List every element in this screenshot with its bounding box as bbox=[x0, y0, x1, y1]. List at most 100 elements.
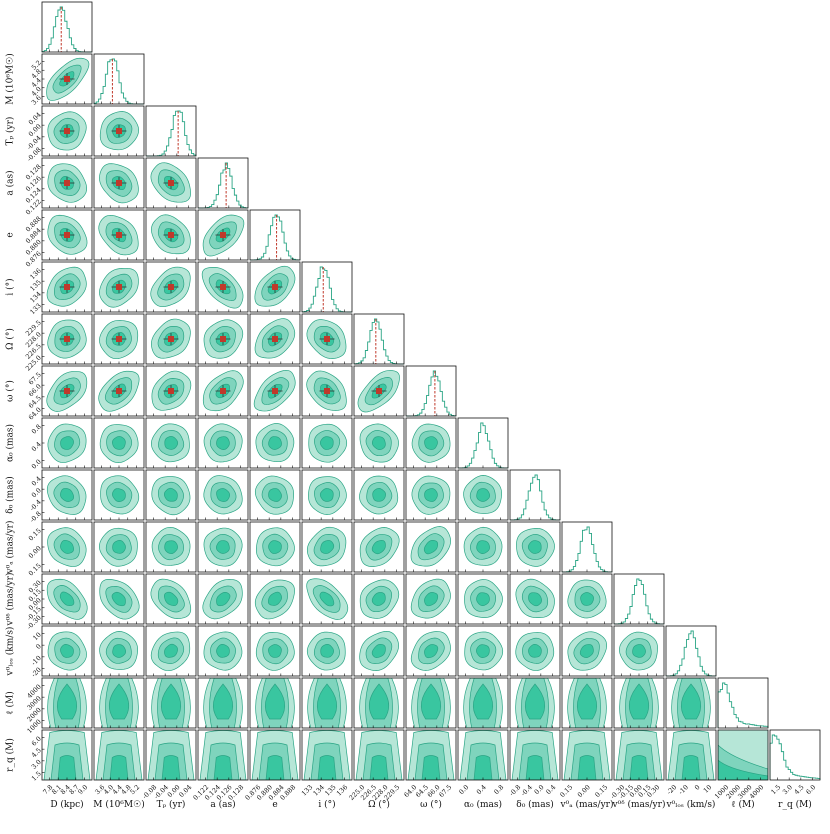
tick-marks bbox=[101, 205, 137, 208]
hist-line-omega bbox=[406, 370, 457, 417]
contour-3 bbox=[57, 755, 77, 780]
tick-marks bbox=[361, 517, 397, 520]
y-axis-label-va0: v⁰ₐ (mas/yr) bbox=[5, 521, 16, 575]
panel-frame bbox=[717, 729, 769, 781]
tick-marks bbox=[205, 361, 241, 364]
y-tick-label-vlos0-0: -20 bbox=[30, 666, 43, 679]
truth-marker bbox=[324, 388, 330, 394]
contour-3 bbox=[476, 488, 491, 502]
contour-3 bbox=[576, 683, 598, 720]
truth-marker bbox=[168, 336, 174, 342]
hist-Omega bbox=[353, 313, 405, 365]
tick-marks bbox=[777, 777, 813, 780]
hist-ell bbox=[717, 677, 769, 729]
panel-frame bbox=[197, 469, 249, 521]
tick-marks bbox=[153, 517, 189, 520]
panel-frame bbox=[509, 521, 561, 573]
panel-frame bbox=[197, 573, 249, 625]
tick-marks bbox=[361, 621, 397, 624]
contour-3 bbox=[112, 644, 127, 658]
x-tick-label-rq-3: 6.0 bbox=[804, 783, 817, 796]
tick-marks bbox=[725, 777, 761, 780]
panel-frame bbox=[353, 573, 405, 625]
tick-marks bbox=[205, 725, 241, 728]
panel-vd0-omega bbox=[405, 573, 457, 625]
y-axis-label-alpha0: α₀ (mas) bbox=[5, 424, 16, 462]
x-tick-label-vlos0-1: -10 bbox=[677, 783, 690, 796]
contour-3 bbox=[320, 644, 334, 658]
y-axis-label-i: i (°) bbox=[5, 278, 16, 295]
hist-i bbox=[301, 261, 353, 313]
contour-3 bbox=[164, 591, 179, 606]
tick-marks bbox=[42, 633, 85, 676]
panel-frame bbox=[145, 157, 197, 209]
truth-marker bbox=[168, 232, 174, 238]
panel-rq-alpha0 bbox=[457, 729, 509, 781]
y-tick-label-omega-0: 64.0 bbox=[27, 406, 43, 422]
hist-line-vlos0 bbox=[665, 630, 717, 677]
tick-marks bbox=[361, 361, 397, 364]
truth-marker bbox=[116, 284, 122, 290]
truth-marker bbox=[64, 128, 70, 134]
tick-marks bbox=[257, 725, 293, 728]
y-axis-label-rq: r_q (M) bbox=[5, 738, 16, 772]
tick-marks bbox=[257, 517, 293, 520]
tick-marks bbox=[42, 425, 85, 468]
tick-marks bbox=[257, 465, 293, 468]
panel-ell-vlos0 bbox=[665, 677, 717, 729]
tick-marks bbox=[361, 777, 397, 780]
tick-marks bbox=[413, 673, 449, 676]
panel-delta0-D bbox=[41, 469, 93, 521]
panel-frame bbox=[249, 209, 301, 261]
contour-3 bbox=[316, 683, 338, 720]
panel-frame bbox=[353, 677, 405, 729]
panel-delta0-i bbox=[301, 469, 353, 521]
truth-marker bbox=[64, 180, 70, 186]
panel-frame bbox=[145, 521, 197, 573]
tick-marks bbox=[153, 257, 189, 260]
contour-3 bbox=[472, 683, 494, 720]
panel-ell-M bbox=[93, 677, 145, 729]
truth-marker bbox=[116, 128, 122, 134]
panel-vd0-va0 bbox=[561, 573, 613, 625]
panel-frame bbox=[197, 729, 249, 781]
panel-vd0-Omega bbox=[353, 573, 405, 625]
contour-3 bbox=[579, 644, 594, 658]
contour-3 bbox=[319, 591, 335, 607]
x-tick-label-vlos0-3: 10 bbox=[702, 783, 714, 795]
tick-marks bbox=[153, 153, 189, 156]
panel-frame bbox=[353, 729, 405, 781]
panel-rq-Omega bbox=[353, 729, 405, 781]
tick-marks bbox=[309, 309, 345, 312]
tick-marks bbox=[257, 621, 293, 624]
x-axis-label-rq: r_q (M) bbox=[778, 799, 812, 810]
x-tick-label-alpha0-1: 0.4 bbox=[475, 783, 488, 796]
tick-marks bbox=[621, 725, 657, 728]
panel-frame bbox=[301, 729, 353, 781]
panel-omega-Tp bbox=[145, 365, 197, 417]
y-axis-label-a: a (as) bbox=[5, 170, 16, 195]
contour-3 bbox=[317, 755, 337, 780]
tick-marks bbox=[101, 101, 137, 104]
truth-marker bbox=[64, 284, 70, 290]
truth-marker bbox=[272, 336, 278, 342]
tick-marks bbox=[361, 725, 397, 728]
contour-3 bbox=[216, 540, 230, 554]
contour-3 bbox=[268, 644, 282, 658]
panel-ell-va0 bbox=[561, 677, 613, 729]
tick-marks bbox=[42, 269, 85, 312]
panel-e-M bbox=[93, 209, 145, 261]
panel-omega-i bbox=[301, 365, 353, 417]
panel-vd0-i bbox=[301, 573, 353, 625]
contour-3 bbox=[681, 755, 701, 780]
tick-marks bbox=[361, 673, 397, 676]
tick-marks bbox=[413, 517, 449, 520]
panel-ell-Omega bbox=[353, 677, 405, 729]
panel-vd0-delta0 bbox=[509, 573, 561, 625]
tick-marks bbox=[257, 569, 293, 572]
panel-frame bbox=[301, 677, 353, 729]
tick-marks bbox=[101, 465, 137, 468]
tick-marks bbox=[309, 465, 345, 468]
panel-Omega-e bbox=[249, 313, 301, 365]
y-axis-label-delta0: δ₀ (mas) bbox=[5, 476, 16, 513]
